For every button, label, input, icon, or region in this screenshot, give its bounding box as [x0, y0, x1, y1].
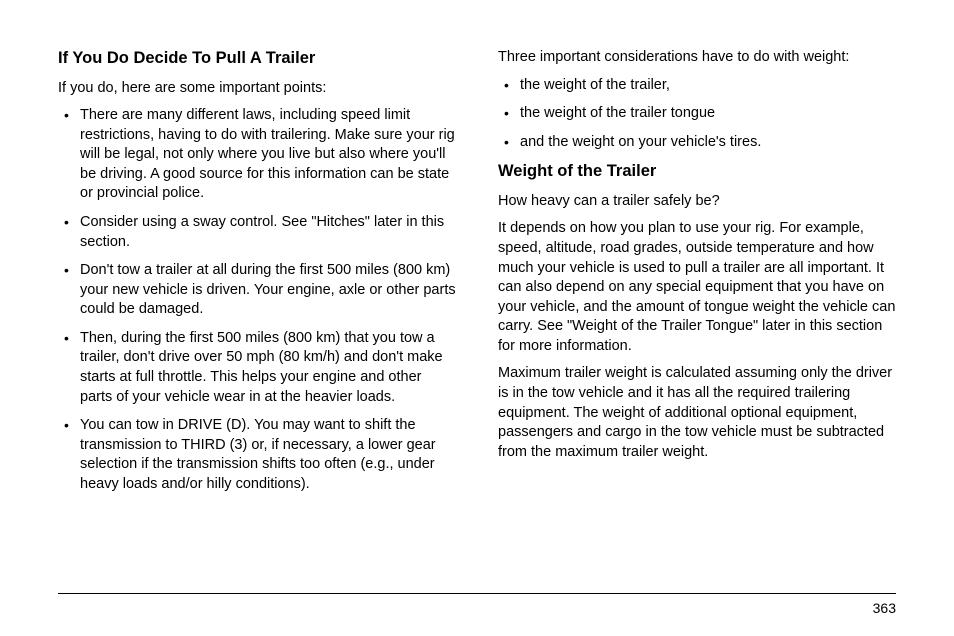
- page-number: 363: [873, 600, 896, 616]
- paragraph: Maximum trailer weight is calculated ass…: [498, 364, 896, 462]
- bullet-list-right: the weight of the trailer, the weight of…: [498, 76, 896, 153]
- list-item: the weight of the trailer,: [520, 76, 896, 96]
- list-item: There are many different laws, including…: [80, 106, 456, 204]
- list-item: You can tow in DRIVE (D). You may want t…: [80, 416, 456, 494]
- paragraph: It depends on how you plan to use your r…: [498, 219, 896, 356]
- footer-rule: [58, 593, 896, 594]
- section-heading-left: If You Do Decide To Pull A Trailer: [58, 48, 456, 69]
- left-column: If You Do Decide To Pull A Trailer If yo…: [58, 48, 456, 503]
- list-item: Consider using a sway control. See "Hitc…: [80, 213, 456, 252]
- list-item: Then, during the first 500 miles (800 km…: [80, 329, 456, 407]
- section-heading-right: Weight of the Trailer: [498, 161, 896, 182]
- list-item: and the weight on your vehicle's tires.: [520, 133, 896, 153]
- list-item: the weight of the trailer tongue: [520, 104, 896, 124]
- paragraph: How heavy can a trailer safely be?: [498, 192, 896, 212]
- page-columns: If You Do Decide To Pull A Trailer If yo…: [58, 48, 896, 503]
- intro-left: If you do, here are some important point…: [58, 79, 456, 99]
- right-column: Three important considerations have to d…: [498, 48, 896, 503]
- intro-right: Three important considerations have to d…: [498, 48, 896, 68]
- list-item: Don't tow a trailer at all during the fi…: [80, 261, 456, 320]
- bullet-list-left: There are many different laws, including…: [58, 106, 456, 494]
